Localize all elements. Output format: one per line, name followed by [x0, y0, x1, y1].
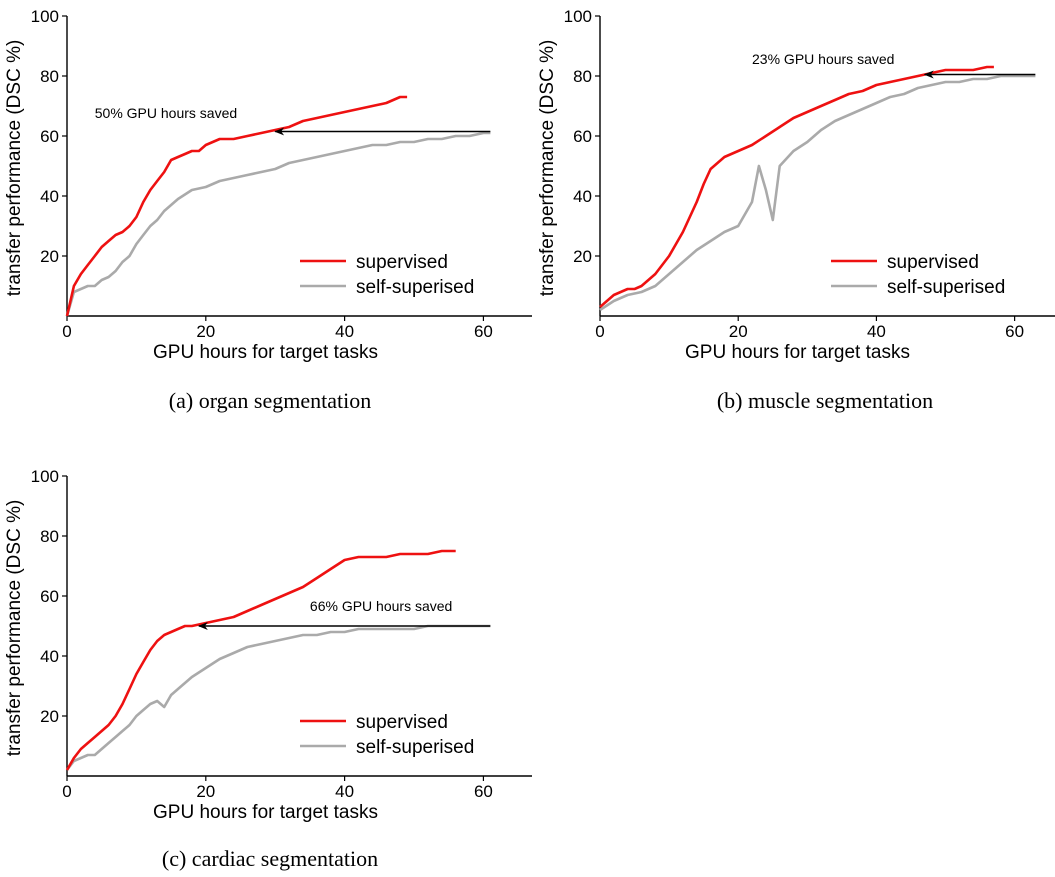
chart-2-x-axis-label: GPU hours for target tasks — [153, 802, 378, 823]
chart-0-legend-label: self-superised — [356, 277, 474, 298]
chart-0-xtick-label: 60 — [474, 322, 493, 341]
chart-0-series-line-self-superised — [65, 131, 491, 317]
chart-2-series-line-self-superised — [65, 624, 491, 771]
caption-cardiac: (c) cardiac segmentation — [161, 846, 379, 871]
chart-muscle-segmentation: 20 40 60 80 100 0 20 40 60 GPU hours for target t… — [537, 7, 1055, 363]
caption-organ: (a) organ segmentation — [168, 388, 372, 413]
chart-1-series-line-self-superised — [599, 74, 1036, 312]
chart-2-legend-label: self-superised — [356, 737, 474, 758]
chart-2-ytick-label: 80 — [40, 527, 59, 546]
chart-2-legend-label: supervised — [356, 712, 448, 733]
caption-muscle: (b) muscle segmentation — [716, 388, 934, 413]
chart-2-ytick-label: 20 — [40, 707, 59, 726]
chart-2-xtick-label: 60 — [474, 782, 493, 801]
chart-1-series-line-supervised — [599, 65, 994, 308]
chart-1-ytick-label: 80 — [573, 67, 592, 86]
chart-0-annotation-text: 50% GPU hours saved — [95, 105, 237, 121]
chart-0-legend-label: supervised — [356, 252, 448, 273]
chart-0-ytick-label: 20 — [40, 247, 59, 266]
chart-panel-cardiac: 20 40 60 80 100 0 20 40 60 GPU hours for target t… — [0, 460, 540, 823]
chart-0-xtick-label: 0 — [62, 322, 71, 341]
chart-0-ytick-label: 100 — [31, 7, 59, 26]
chart-1-ytick-label: 100 — [564, 7, 592, 26]
chart-panel-organ: 20 40 60 80 100 0 20 40 60 GPU hours for target t… — [0, 0, 540, 363]
chart-2-xtick-label: 40 — [335, 782, 354, 801]
chart-1-ytick-label: 20 — [573, 247, 592, 266]
chart-1-x-axis-label: GPU hours for target tasks — [685, 342, 910, 363]
chart-1-legend-label: self-superised — [887, 277, 1005, 298]
chart-2-annotation-text: 66% GPU hours saved — [310, 598, 452, 614]
chart-1-ytick-label: 60 — [573, 127, 592, 146]
chart-2-y-axis-label: transfer performance (DSC %) — [4, 500, 25, 757]
chart-0-series-line-supervised — [65, 95, 408, 317]
chart-1-legend-label: supervised — [887, 252, 979, 273]
chart-panel-muscle: 20 40 60 80 100 0 20 40 60 GPU hours for target t… — [530, 0, 1055, 363]
chart-2-ytick-label: 60 — [40, 587, 59, 606]
chart-1-xtick-label: 60 — [1005, 322, 1024, 341]
chart-organ-segmentation: 20 40 60 80 100 0 20 40 60 GPU hours for target t… — [4, 7, 532, 363]
chart-1-y-axis-label: transfer performance (DSC %) — [537, 40, 558, 297]
chart-1-annotation-text: 23% GPU hours saved — [752, 51, 894, 67]
chart-cardiac-segmentation: 20 40 60 80 100 0 20 40 60 GPU hours for target t… — [4, 467, 532, 823]
chart-0-x-axis-label: GPU hours for target tasks — [153, 342, 378, 363]
chart-1-xtick-label: 0 — [595, 322, 604, 341]
chart-0-ytick-label: 80 — [40, 67, 59, 86]
chart-2-xtick-label: 20 — [196, 782, 215, 801]
chart-0-xtick-label: 20 — [196, 322, 215, 341]
chart-0-y-axis-label: transfer performance (DSC %) — [4, 40, 25, 297]
chart-1-ytick-label: 40 — [573, 187, 592, 206]
chart-1-xtick-label: 20 — [729, 322, 748, 341]
chart-0-ytick-label: 40 — [40, 187, 59, 206]
chart-2-ytick-label: 100 — [31, 467, 59, 486]
chart-0-ytick-label: 60 — [40, 127, 59, 146]
chart-1-xtick-label: 40 — [867, 322, 886, 341]
chart-0-xtick-label: 40 — [335, 322, 354, 341]
chart-2-xtick-label: 0 — [62, 782, 71, 801]
chart-2-ytick-label: 40 — [40, 647, 59, 666]
